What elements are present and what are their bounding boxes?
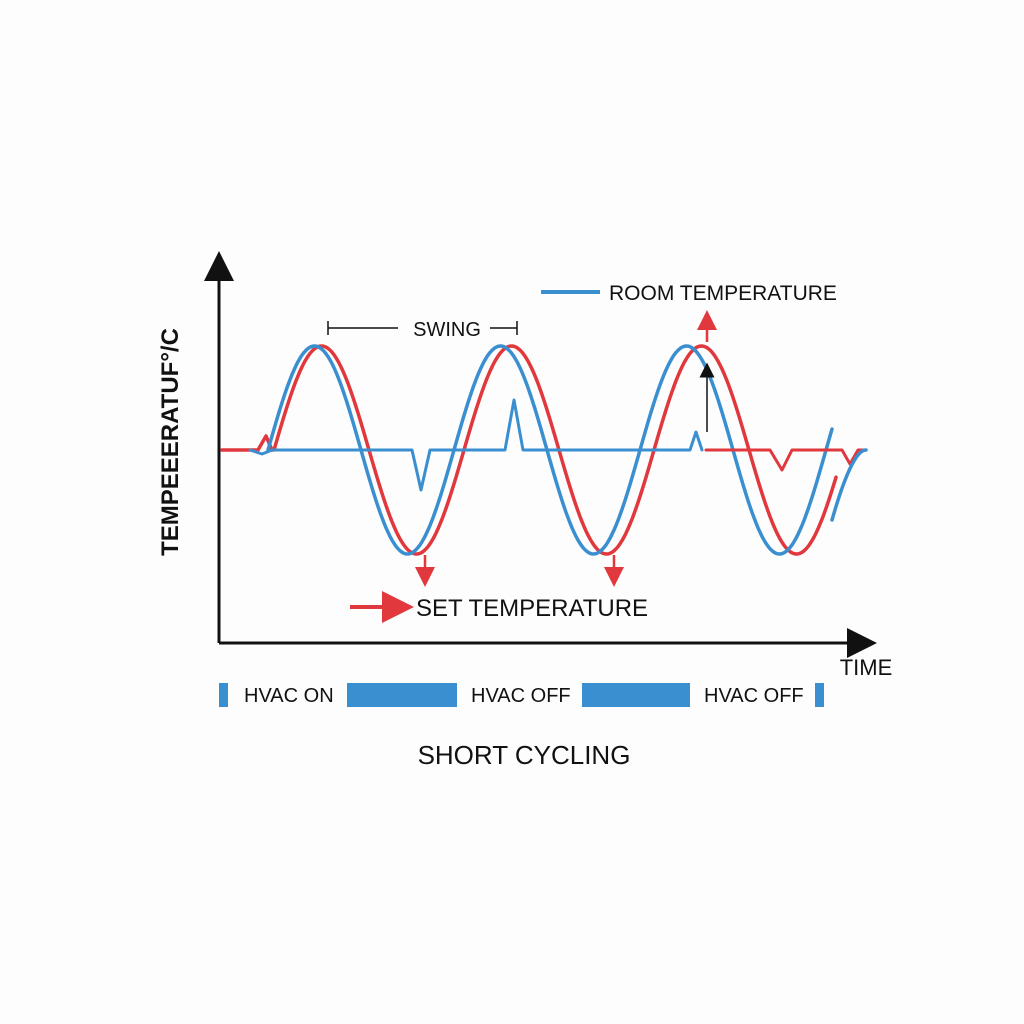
swing-label: SWING bbox=[413, 319, 481, 341]
set-temperature-baseline bbox=[704, 448, 868, 472]
room-temperature-tail bbox=[830, 448, 868, 522]
room-temperature-wave bbox=[266, 344, 834, 556]
y-axis-label: TEMPEEERATUF°/C bbox=[157, 328, 184, 556]
diagram-title: SHORT CYCLING bbox=[418, 740, 631, 770]
status-bar-segment bbox=[582, 683, 690, 707]
status-label-hvac-off-1: HVAC OFF bbox=[471, 685, 571, 707]
status-bar-segment bbox=[347, 683, 457, 707]
status-label-hvac-on: HVAC ON bbox=[244, 685, 334, 707]
room-temperature-baseline bbox=[248, 398, 704, 492]
hvac-status-bar: HVAC ON HVAC OFF HVAC OFF bbox=[219, 683, 824, 707]
status-label-hvac-off-2: HVAC OFF bbox=[704, 685, 804, 707]
legend-set-label: SET TEMPERATURE bbox=[416, 595, 648, 622]
legend-room-label: ROOM TEMPERATURE bbox=[609, 282, 837, 305]
curves-layer bbox=[220, 344, 868, 556]
status-bar-segment bbox=[219, 683, 228, 707]
x-axis-label: TIME bbox=[840, 655, 893, 680]
status-bar-segment bbox=[815, 683, 824, 707]
swing-annotation: SWING bbox=[327, 319, 518, 341]
set-temperature-wave bbox=[220, 344, 838, 556]
